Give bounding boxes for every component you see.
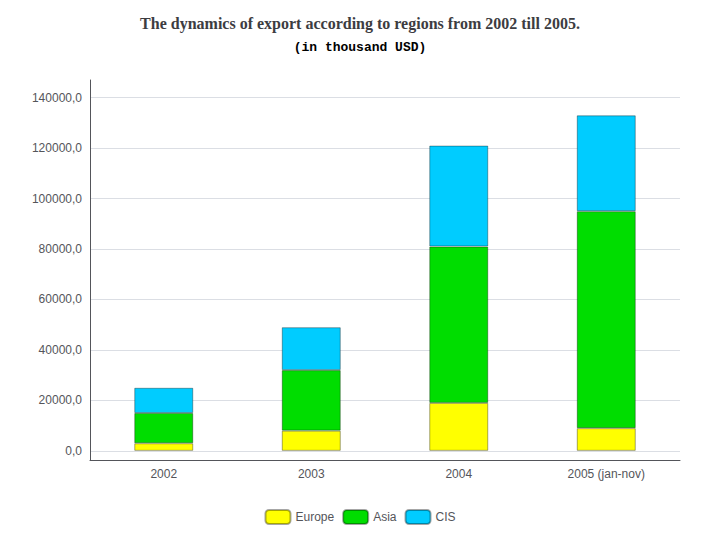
svg-text:Asia: Asia xyxy=(373,510,397,524)
svg-text:2003: 2003 xyxy=(298,467,325,481)
svg-text:80000,0: 80000,0 xyxy=(39,242,83,256)
svg-text:100000,0: 100000,0 xyxy=(32,192,82,206)
svg-text:20000,0: 20000,0 xyxy=(39,393,83,407)
svg-text:120000,0: 120000,0 xyxy=(32,141,82,155)
svg-text:(in thousand USD): (in thousand USD) xyxy=(294,40,427,55)
svg-text:140000,0: 140000,0 xyxy=(32,91,82,105)
svg-text:Europe: Europe xyxy=(295,510,334,524)
svg-text:CIS: CIS xyxy=(436,510,456,524)
svg-text:0,0: 0,0 xyxy=(65,444,82,458)
svg-text:The dynamics of export accordi: The dynamics of export according to regi… xyxy=(140,15,580,33)
svg-text:60000,0: 60000,0 xyxy=(39,292,83,306)
svg-text:40000,0: 40000,0 xyxy=(39,343,83,357)
svg-text:2004: 2004 xyxy=(445,467,472,481)
svg-text:2002: 2002 xyxy=(150,467,177,481)
svg-text:2005 (jan-nov): 2005 (jan-nov) xyxy=(568,467,645,481)
